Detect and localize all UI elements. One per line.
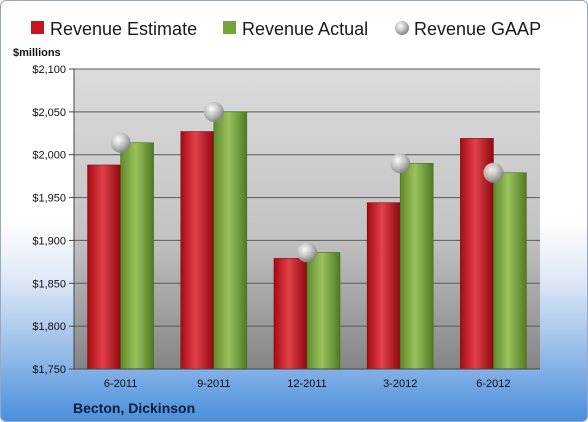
bar-revenue-actual-6-2012 (493, 172, 527, 370)
y-tick-label: $1,850 (32, 278, 66, 290)
bar-revenue-actual-6-2011 (120, 142, 154, 370)
gaap-marker-6-2012 (483, 162, 504, 183)
gaap-marker-12-2011 (297, 242, 317, 263)
legend-label-revenue-estimate: Revenue Estimate (50, 19, 197, 39)
y-axis-unit-label: $millions (13, 47, 61, 59)
y-tick-label: $2,050 (32, 107, 66, 119)
gaap-marker-9-2011 (203, 101, 224, 122)
x-tick-label: 12-2011 (287, 378, 327, 390)
bar-revenue-estimate-6-2011 (87, 164, 121, 370)
y-axis: $1,750 $1,800 $1,850 $1,900 $1,950 $2,000 $2,0… (32, 64, 75, 376)
bar-revenue-actual-12-2011 (306, 252, 341, 370)
y-tick-label: $1,900 (32, 235, 66, 247)
legend-label-revenue-actual: Revenue Actual (242, 19, 368, 39)
legend-swatch-revenue-estimate (31, 21, 44, 34)
legend-label-revenue-gaap: Revenue GAAP (414, 19, 541, 39)
gaap-markers (110, 101, 504, 263)
bar-revenue-estimate-9-2011 (180, 131, 215, 370)
y-tick-label: $1,950 (32, 193, 66, 205)
x-tick-label: 9-2011 (197, 378, 230, 390)
y-tick-label: $1,800 (32, 321, 66, 333)
gaap-marker-6-2011 (110, 132, 131, 153)
y-tick-label: $2,000 (32, 150, 66, 162)
x-tick-label: 6-2012 (476, 378, 510, 390)
y-tick-label: $2,100 (32, 64, 66, 76)
x-tick-label: 3-2012 (383, 378, 417, 390)
legend-swatch-revenue-gaap (395, 21, 409, 35)
x-axis: 6-2011 9-2011 12-2011 3-2012 6-2012 (74, 368, 540, 390)
bar-revenue-estimate-3-2012 (366, 202, 401, 370)
bar-revenue-estimate-12-2011 (273, 258, 308, 370)
bar-revenue-actual-9-2011 (213, 111, 248, 370)
bar-revenue-actual-3-2012 (399, 162, 434, 370)
bars (87, 111, 527, 370)
legend: Revenue Estimate Revenue Actual Revenue GA… (31, 19, 541, 39)
x-tick-label: 6-2011 (104, 378, 137, 390)
legend-swatch-revenue-actual (223, 21, 236, 34)
gaap-marker-3-2012 (390, 153, 411, 174)
y-tick-label: $1,750 (32, 364, 66, 376)
company-name: Becton, Dickinson (73, 400, 195, 416)
